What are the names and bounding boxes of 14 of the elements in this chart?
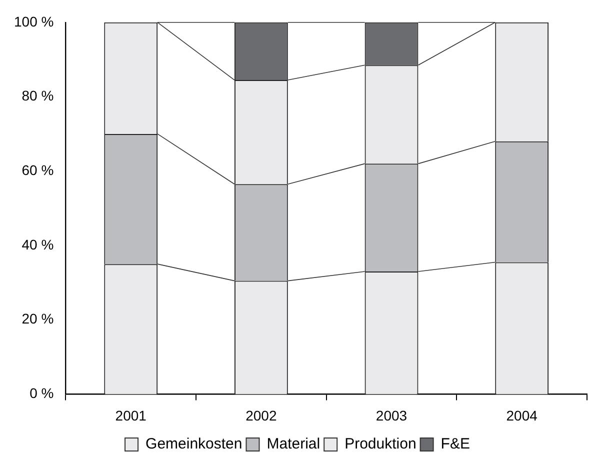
x-tick-label: 2002 <box>246 407 277 424</box>
x-tick-label: 2004 <box>506 407 538 424</box>
legend-label: F&E <box>440 436 470 453</box>
y-tick-label: 0 % <box>30 385 54 402</box>
x-tick-label: 2001 <box>115 407 147 424</box>
y-tick-label: 40 % <box>22 236 54 252</box>
legend-label: Gemeinkosten <box>146 436 242 453</box>
legend-label: Material <box>266 436 320 453</box>
y-tick-label: 20 % <box>22 310 54 327</box>
y-tick-label: 60 % <box>22 162 54 178</box>
legend-label: Produktion <box>344 436 416 453</box>
x-tick-label: 2003 <box>376 407 408 424</box>
y-tick-label: 80 % <box>22 88 54 104</box>
y-tick-label: 100 % <box>14 13 54 30</box>
